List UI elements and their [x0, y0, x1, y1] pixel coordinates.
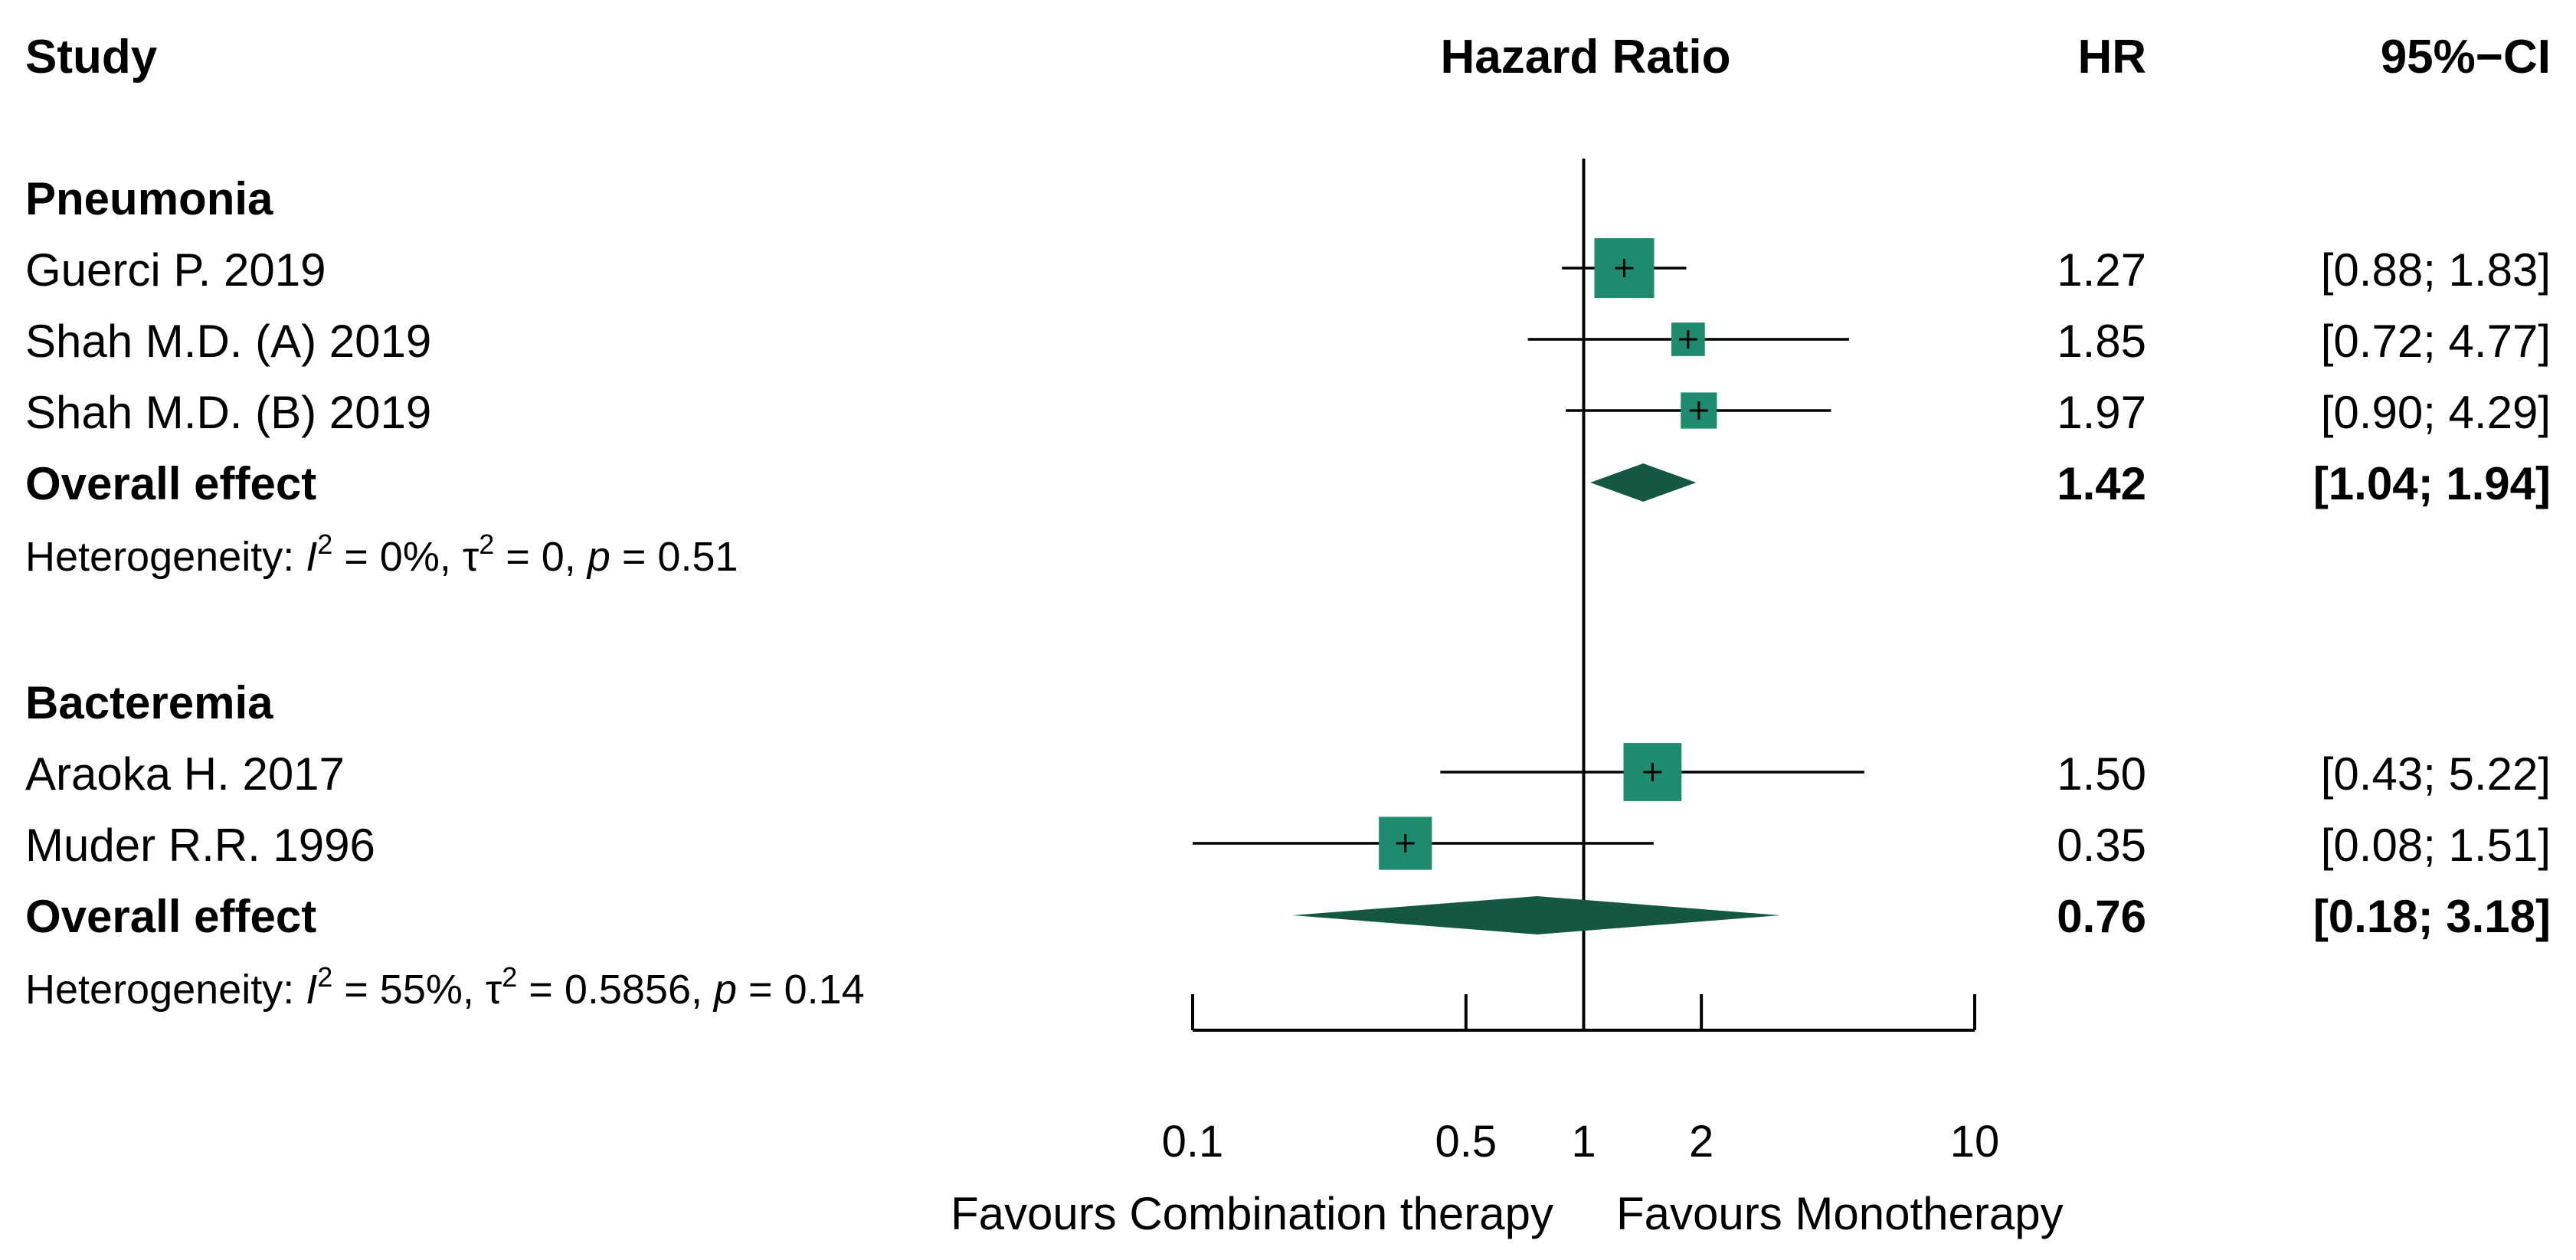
- x-tick-label: 2: [1689, 1117, 1714, 1167]
- group-title-pneumonia: Pneumonia: [25, 173, 273, 224]
- hr-value: 1.27: [2057, 244, 2146, 296]
- overall-diamond: [1590, 463, 1697, 502]
- plot-marks: 0.1 0.5 1 2 10: [1162, 159, 2000, 1167]
- overall-ci-value: [0.18; 3.18]: [2313, 891, 2551, 942]
- header-study: Study: [25, 31, 158, 83]
- ci-value: [0.90; 4.29]: [2321, 387, 2551, 438]
- group-title-bacteremia: Bacteremia: [25, 677, 273, 728]
- overall-ci-value: [1.04; 1.94]: [2313, 458, 2551, 509]
- overall-hr-value: 0.76: [2057, 891, 2146, 942]
- hr-value: 1.50: [2057, 748, 2146, 800]
- study-label: Muder R.R. 1996: [25, 820, 375, 871]
- heterogeneity-text: Heterogeneity: I2 = 55%, τ2 = 0.5856, p …: [25, 961, 865, 1013]
- favours-right-label: Favours Monotherapy: [1616, 1188, 2064, 1239]
- hr-value: 0.35: [2057, 820, 2146, 871]
- x-tick-label: 10: [1950, 1117, 2000, 1167]
- x-tick-label: 0.1: [1162, 1117, 1224, 1167]
- study-label: Shah M.D. (B) 2019: [25, 387, 431, 438]
- ci-value: [0.43; 5.22]: [2321, 748, 2551, 800]
- overall-effect-label: Overall effect: [25, 458, 316, 509]
- header-hr: HR: [2077, 31, 2146, 83]
- hr-value: 1.85: [2057, 316, 2146, 367]
- overall-effect-label: Overall effect: [25, 891, 316, 942]
- x-tick-label: 0.5: [1435, 1117, 1497, 1167]
- ci-value: [0.08; 1.51]: [2321, 820, 2551, 871]
- header-ci: 95%−CI: [2381, 31, 2551, 83]
- ci-value: [0.88; 1.83]: [2321, 244, 2551, 296]
- favours-left-label: Favours Combination therapy: [951, 1188, 1553, 1239]
- hr-value: 1.97: [2057, 387, 2146, 438]
- header-hazard-ratio: Hazard Ratio: [1441, 31, 1731, 83]
- x-tick-label: 1: [1571, 1117, 1596, 1167]
- overall-hr-value: 1.42: [2057, 458, 2146, 509]
- study-label: Araoka H. 2017: [25, 748, 345, 800]
- heterogeneity-text: Heterogeneity: I2 = 0%, τ2 = 0, p = 0.51: [25, 529, 738, 580]
- ci-value: [0.72; 4.77]: [2321, 316, 2551, 367]
- study-label: Guerci P. 2019: [25, 244, 326, 296]
- overall-diamond: [1292, 896, 1780, 934]
- study-label: Shah M.D. (A) 2019: [25, 316, 431, 367]
